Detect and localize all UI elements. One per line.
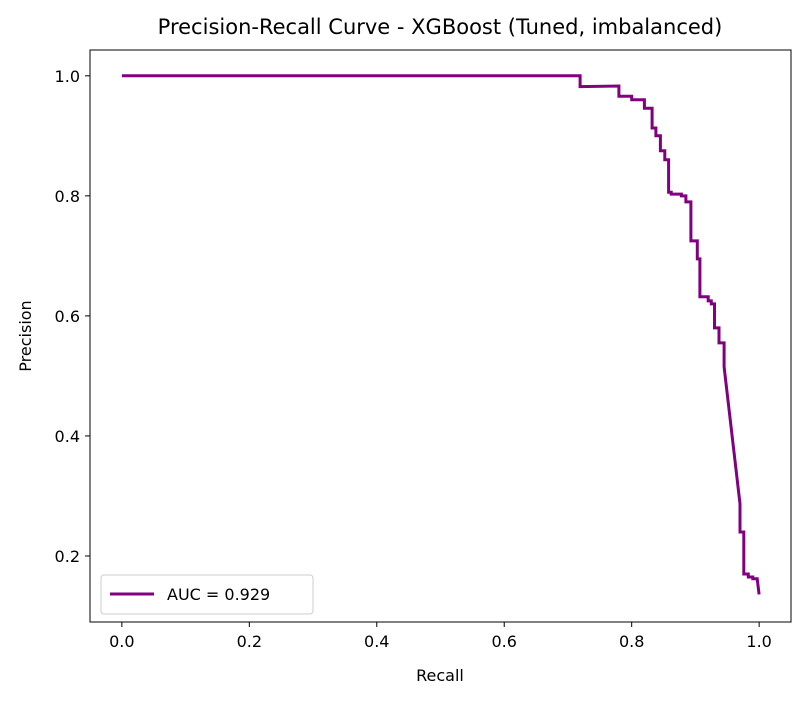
y-tick-label: 0.4 (55, 427, 80, 446)
y-tick-label: 0.2 (55, 547, 80, 566)
x-tick-label: 1.0 (746, 632, 771, 651)
x-axis-label: Recall (416, 666, 464, 685)
y-axis: 0.2 0.4 0.6 0.8 1.0 (55, 67, 90, 566)
legend-box (100, 574, 314, 615)
x-tick-label: 0.8 (619, 632, 644, 651)
y-tick-label: 0.6 (55, 307, 80, 326)
axes-frame (89, 49, 792, 623)
legend-label: AUC = 0.929 (167, 585, 270, 604)
x-tick-label: 0.2 (237, 632, 262, 651)
y-tick-label: 1.0 (55, 67, 80, 86)
legend: AUC = 0.929 (100, 574, 314, 615)
x-tick-label: 0.4 (364, 632, 389, 651)
pr-curve-series-0 (121, 74, 761, 595)
chart-title: Precision-Recall Curve - XGBoost (Tuned,… (158, 15, 723, 39)
x-tick-label: 0.6 (492, 632, 517, 651)
x-tick-label: 0.0 (109, 632, 134, 651)
y-axis-label: Precision (16, 300, 35, 371)
x-axis: 0.0 0.2 0.4 0.6 0.8 1.0 (109, 622, 772, 651)
y-tick-label: 0.8 (55, 187, 80, 206)
plot-area (121, 74, 761, 595)
